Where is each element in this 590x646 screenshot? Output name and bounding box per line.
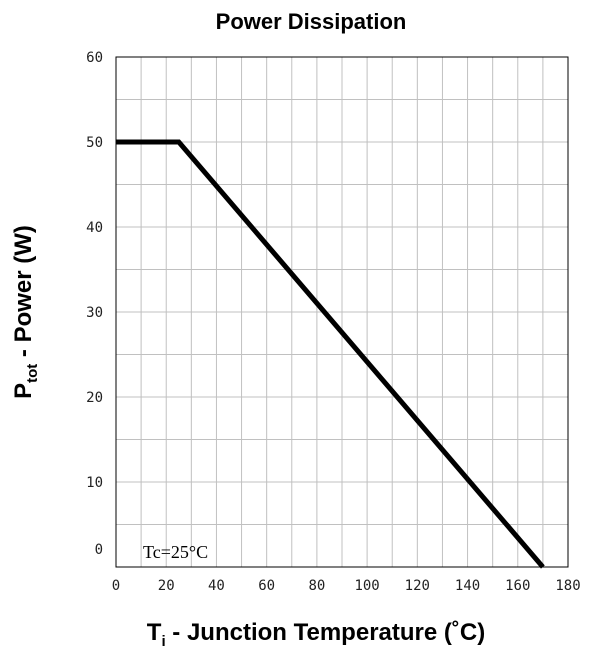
y-tick-label: 10: [86, 475, 103, 491]
x-tick-label: 40: [208, 578, 225, 594]
chart-title: Power Dissipation: [216, 9, 407, 34]
x-tick-label: 0: [112, 578, 120, 594]
plot-frame: [115, 56, 569, 568]
y-tick-label: 0: [95, 542, 103, 558]
grid: [116, 57, 568, 567]
annotation-tc: Tc=25°C: [143, 542, 208, 562]
x-axis-title: Tj - Junction Temperature (˚C): [147, 619, 485, 646]
x-tick-label: 20: [158, 578, 175, 594]
x-tick-label: 160: [505, 578, 530, 594]
x-tick-label: 60: [258, 578, 275, 594]
x-tick-label: 80: [308, 578, 325, 594]
y-axis-title-subscript: tot: [24, 364, 41, 383]
x-axis-title-subscript: j: [160, 633, 165, 646]
y-axis-title-main: P: [10, 383, 37, 399]
y-tick-label: 20: [86, 390, 103, 406]
x-tick-label: 100: [354, 578, 379, 594]
y-tick-label: 60: [86, 50, 103, 66]
x-axis-title-main: T: [147, 619, 162, 646]
x-tick-label: 120: [405, 578, 430, 594]
y-tick-label: 50: [86, 135, 103, 151]
x-axis-title-rest: - Junction Temperature (˚C): [166, 619, 486, 646]
y-axis-title: Ptot - Power (W): [10, 225, 41, 399]
y-tick-label: 40: [86, 220, 103, 236]
series-line-group: [116, 139, 545, 569]
x-tick-labels: 0 20 40 60 80 100 120 140 160 180: [112, 578, 581, 594]
x-tick-label: 180: [555, 578, 580, 594]
y-axis-title-rest: - Power (W): [10, 225, 37, 364]
power-derating-line: [116, 139, 545, 569]
x-tick-label: 140: [455, 578, 480, 594]
y-tick-label: 30: [86, 305, 103, 321]
y-tick-labels: 0 10 20 30 40 50 60: [86, 50, 103, 558]
